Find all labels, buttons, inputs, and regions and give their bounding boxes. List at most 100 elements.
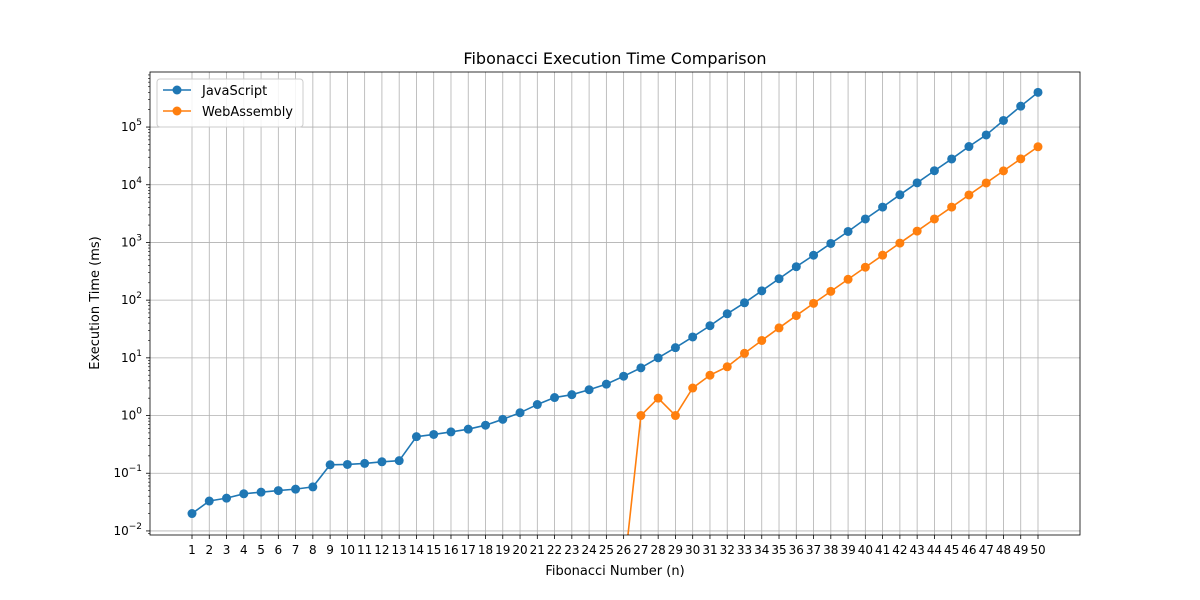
x-tick-label: 43: [910, 543, 925, 557]
x-tick-label: 14: [409, 543, 424, 557]
data-point-javascript: [411, 432, 421, 442]
x-tick-label: 2: [205, 543, 213, 557]
data-point-webassembly: [757, 335, 767, 345]
data-point-webassembly: [0, 130, 5, 139]
y-axis-label: Execution Time (ms): [88, 236, 103, 369]
legend-marker-webassembly: [172, 106, 182, 116]
data-point-javascript: [256, 487, 266, 497]
data-point-javascript: [532, 400, 542, 410]
data-point-webassembly: [843, 274, 853, 284]
y-tick-label: 102: [121, 291, 142, 307]
x-tick-label: 31: [702, 543, 717, 557]
data-point-webassembly: [636, 411, 646, 421]
plot-frame: [149, 71, 1081, 536]
data-point-javascript: [498, 414, 508, 424]
x-tick-label: 13: [392, 543, 407, 557]
x-tick-label: 34: [754, 543, 769, 557]
data-point-javascript: [239, 489, 249, 499]
x-tick-label: 49: [1013, 543, 1028, 557]
data-point-webassembly: [964, 190, 974, 200]
data-point-javascript: [843, 226, 853, 236]
x-tick-label: 47: [979, 543, 994, 557]
legend-label-webassembly: WebAssembly: [202, 105, 293, 120]
data-point-javascript: [964, 142, 974, 152]
x-tick-label: 4: [240, 543, 248, 557]
x-axis-label: Fibonacci Number (n): [545, 564, 684, 579]
data-point-javascript: [705, 321, 715, 331]
series-javascript: [187, 87, 1043, 519]
x-tick-label: 44: [927, 543, 942, 557]
x-tick-label: 29: [668, 543, 683, 557]
x-tick-label: 45: [944, 543, 959, 557]
data-point-javascript: [187, 509, 197, 519]
x-tick-label: 21: [530, 543, 545, 557]
x-tick-label: 50: [1030, 543, 1045, 557]
data-point-webassembly: [791, 311, 801, 321]
y-tick-label: 103: [121, 233, 142, 249]
data-point-webassembly: [1033, 142, 1043, 152]
x-tick-label: 6: [275, 543, 283, 557]
data-point-javascript: [653, 353, 663, 363]
data-point-javascript: [809, 250, 819, 260]
chart-title: Fibonacci Execution Time Comparison: [463, 49, 766, 68]
data-point-javascript: [550, 393, 560, 403]
y-tick-label: 104: [121, 176, 142, 192]
data-point-javascript: [998, 115, 1008, 125]
x-tick-label: 32: [720, 543, 735, 557]
data-point-javascript: [636, 363, 646, 373]
data-point-javascript: [204, 496, 214, 506]
x-tick-label: 40: [858, 543, 873, 557]
data-point-webassembly: [860, 262, 870, 272]
data-point-webassembly: [947, 202, 957, 212]
x-tick-label: 7: [292, 543, 300, 557]
grid-layer: [150, 72, 1080, 535]
x-tick-label: 38: [823, 543, 838, 557]
data-point-javascript: [929, 166, 939, 176]
data-point-javascript: [342, 459, 352, 469]
legend-label-javascript: JavaScript: [201, 84, 267, 99]
data-point-javascript: [739, 298, 749, 308]
data-point-javascript: [273, 486, 283, 496]
x-tick-label: 24: [581, 543, 596, 557]
data-point-javascript: [912, 178, 922, 188]
data-point-javascript: [860, 214, 870, 224]
data-point-javascript: [791, 262, 801, 272]
x-tick-label: 22: [547, 543, 562, 557]
x-tick-label: 41: [875, 543, 890, 557]
data-point-javascript: [325, 460, 335, 470]
series-webassembly: [0, 130, 1043, 535]
data-point-javascript: [1016, 101, 1026, 111]
legend-marker-javascript: [172, 85, 182, 95]
x-tick-label: 16: [443, 543, 458, 557]
data-point-javascript: [360, 458, 370, 468]
data-point-webassembly: [895, 238, 905, 248]
x-axis-ticks: 1 2 3 4 5 6 7 8 9 10 11 12 13 14 15 16 17 18 19 20 21 22 23 24 2…: [188, 535, 1046, 557]
x-tick-label: 26: [616, 543, 631, 557]
data-point-webassembly: [912, 226, 922, 236]
x-tick-label: 28: [651, 543, 666, 557]
data-point-webassembly: [878, 250, 888, 260]
x-tick-label: 37: [806, 543, 821, 557]
data-point-javascript: [567, 390, 577, 400]
legend: JavaScript WebAssembly: [156, 78, 304, 128]
data-point-javascript: [446, 427, 456, 437]
data-point-javascript: [981, 130, 991, 140]
data-point-javascript: [515, 408, 525, 418]
data-point-javascript: [826, 238, 836, 248]
x-tick-label: 8: [309, 543, 317, 557]
x-tick-label: 11: [357, 543, 372, 557]
x-tick-label: 3: [223, 543, 231, 557]
data-point-javascript: [947, 154, 957, 164]
x-tick-label: 20: [512, 543, 527, 557]
data-point-javascript: [481, 420, 491, 430]
x-tick-label: 25: [599, 543, 614, 557]
data-point-javascript: [377, 457, 387, 467]
data-point-webassembly: [998, 166, 1008, 176]
x-tick-label: 9: [326, 543, 334, 557]
data-point-webassembly: [981, 178, 991, 188]
x-tick-label: 33: [737, 543, 752, 557]
data-point-javascript: [757, 286, 767, 296]
data-point-javascript: [429, 429, 439, 439]
